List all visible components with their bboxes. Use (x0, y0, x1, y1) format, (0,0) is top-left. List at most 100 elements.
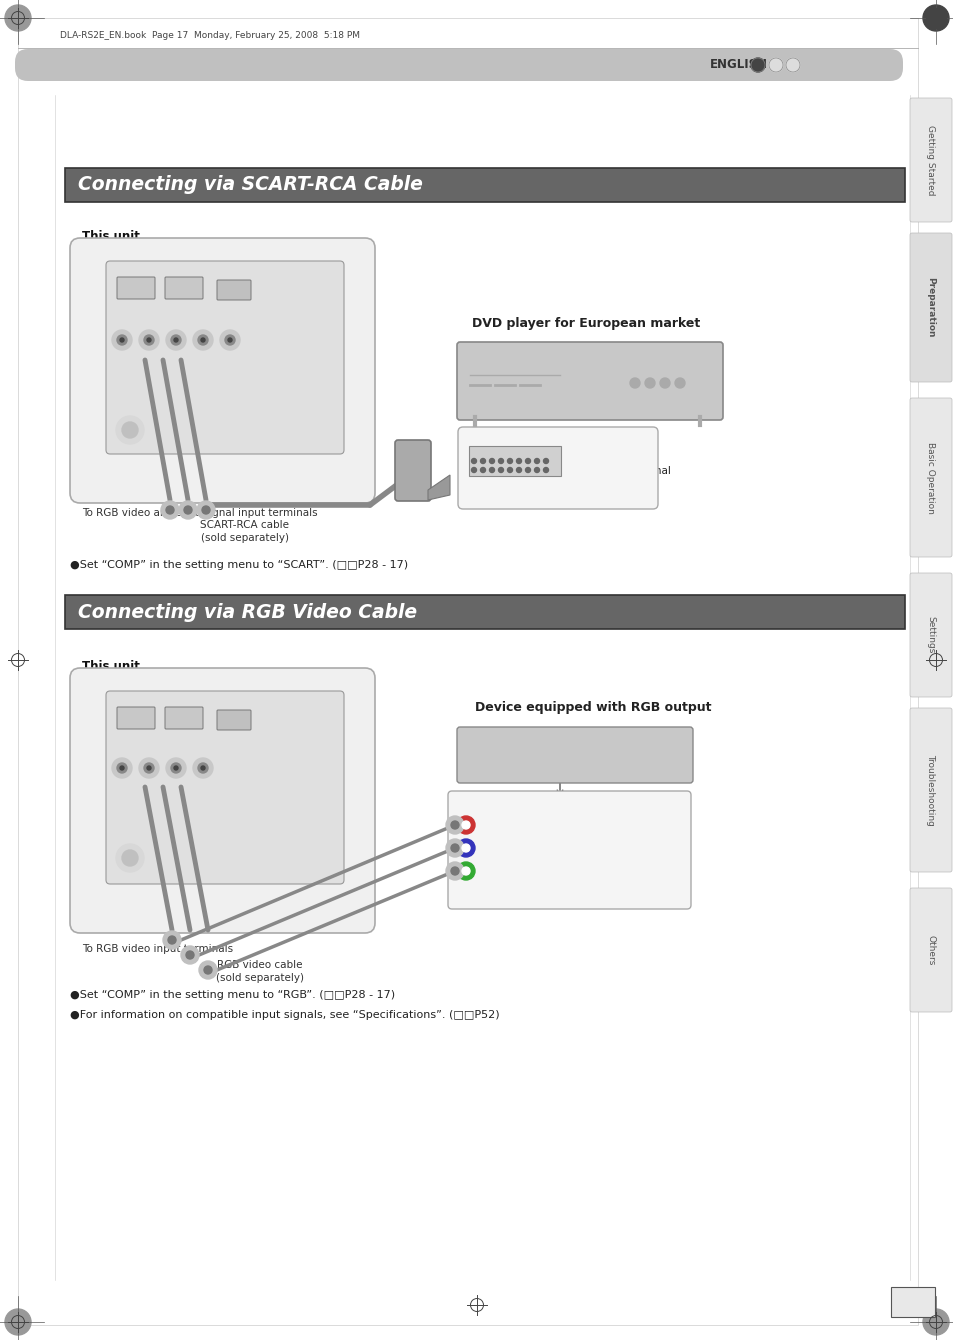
FancyBboxPatch shape (469, 446, 560, 476)
Circle shape (923, 5, 948, 31)
Text: Cb/Pb: Cb/Pb (195, 783, 210, 787)
Circle shape (173, 338, 178, 342)
Circle shape (480, 458, 485, 464)
Circle shape (225, 335, 234, 344)
Circle shape (199, 961, 216, 980)
Text: Others: Others (925, 935, 935, 965)
Circle shape (461, 867, 470, 875)
Circle shape (498, 458, 503, 464)
Circle shape (171, 762, 181, 773)
Circle shape (196, 501, 214, 519)
Circle shape (139, 330, 159, 350)
FancyBboxPatch shape (216, 280, 251, 300)
Circle shape (122, 850, 138, 866)
Circle shape (923, 1309, 948, 1335)
Text: RS-232C: RS-232C (225, 288, 243, 292)
Text: This unit: This unit (82, 230, 140, 243)
Circle shape (456, 816, 475, 833)
Circle shape (480, 468, 485, 473)
Text: Settings: Settings (925, 616, 935, 654)
Text: Troubleshooting: Troubleshooting (925, 754, 935, 825)
Circle shape (166, 330, 186, 350)
FancyBboxPatch shape (165, 277, 203, 299)
Text: Getting Started: Getting Started (925, 125, 935, 196)
Circle shape (785, 58, 800, 72)
FancyBboxPatch shape (909, 233, 951, 382)
Circle shape (644, 378, 655, 389)
Circle shape (116, 415, 144, 444)
Text: S-VIDEO: S-VIDEO (112, 783, 132, 787)
Circle shape (112, 330, 132, 350)
FancyBboxPatch shape (909, 398, 951, 557)
FancyBboxPatch shape (117, 277, 154, 299)
Circle shape (179, 501, 196, 519)
Circle shape (168, 937, 175, 943)
Polygon shape (428, 474, 450, 500)
Circle shape (446, 816, 463, 833)
Circle shape (139, 758, 159, 779)
Circle shape (184, 507, 192, 515)
Circle shape (122, 422, 138, 438)
Text: Connecting via SCART-RCA Cable: Connecting via SCART-RCA Cable (78, 176, 422, 194)
Circle shape (201, 338, 205, 342)
Text: Cr/Pr: Cr/Pr (224, 355, 235, 360)
Circle shape (489, 468, 494, 473)
Circle shape (198, 335, 208, 344)
Text: ●Set “COMP” in the setting menu to “SCART”. (□□P28 - 17): ●Set “COMP” in the setting menu to “SCAR… (70, 560, 408, 570)
Circle shape (516, 468, 521, 473)
Text: Connecting via RGB Video Cable: Connecting via RGB Video Cable (78, 603, 416, 622)
Circle shape (543, 468, 548, 473)
Circle shape (147, 338, 151, 342)
Text: Y: Y (174, 783, 177, 787)
Circle shape (675, 378, 684, 389)
Circle shape (120, 766, 124, 770)
Circle shape (498, 468, 503, 473)
Circle shape (193, 758, 213, 779)
Text: HDMI: HDMI (178, 288, 190, 292)
Text: Device equipped with RGB output: Device equipped with RGB output (475, 701, 711, 714)
Circle shape (181, 946, 199, 963)
FancyBboxPatch shape (106, 261, 344, 454)
Circle shape (446, 862, 463, 880)
Text: RGB video cable
(sold separately): RGB video cable (sold separately) (215, 959, 304, 984)
Text: SCART terminal: SCART terminal (589, 466, 670, 476)
FancyBboxPatch shape (909, 98, 951, 222)
Text: To RGB video input terminals: To RGB video input terminals (82, 943, 233, 954)
Circle shape (204, 966, 212, 974)
Text: VIDEO: VIDEO (141, 783, 156, 787)
Circle shape (198, 762, 208, 773)
Circle shape (201, 766, 205, 770)
Circle shape (161, 501, 179, 519)
FancyBboxPatch shape (395, 440, 431, 501)
Text: SCART-RCA cable
(sold separately): SCART-RCA cable (sold separately) (200, 520, 289, 543)
Circle shape (525, 468, 530, 473)
Circle shape (451, 844, 458, 852)
Text: ●Set “COMP” in the setting menu to “RGB”. (□□P28 - 17): ●Set “COMP” in the setting menu to “RGB”… (70, 990, 395, 1000)
Circle shape (461, 821, 470, 829)
Circle shape (516, 458, 521, 464)
Text: Preparation: Preparation (925, 277, 935, 338)
Text: ●For information on compatible input signals, see “Specifications”. (□□P52): ●For information on compatible input sig… (70, 1010, 499, 1020)
Circle shape (507, 468, 512, 473)
Circle shape (451, 867, 458, 875)
Circle shape (471, 458, 476, 464)
Circle shape (220, 330, 240, 350)
Text: S-VIDEO: S-VIDEO (112, 355, 132, 360)
FancyBboxPatch shape (909, 574, 951, 697)
Circle shape (5, 1309, 30, 1335)
Circle shape (147, 766, 151, 770)
FancyBboxPatch shape (448, 791, 690, 909)
Circle shape (166, 758, 186, 779)
Circle shape (461, 844, 470, 852)
Circle shape (543, 458, 548, 464)
Circle shape (507, 458, 512, 464)
FancyBboxPatch shape (65, 168, 904, 202)
Circle shape (471, 468, 476, 473)
Text: Basic Operation: Basic Operation (925, 442, 935, 513)
Circle shape (202, 507, 210, 515)
Circle shape (173, 766, 178, 770)
Circle shape (456, 862, 475, 880)
Circle shape (228, 338, 232, 342)
Circle shape (193, 330, 213, 350)
Text: Y: Y (174, 355, 177, 360)
